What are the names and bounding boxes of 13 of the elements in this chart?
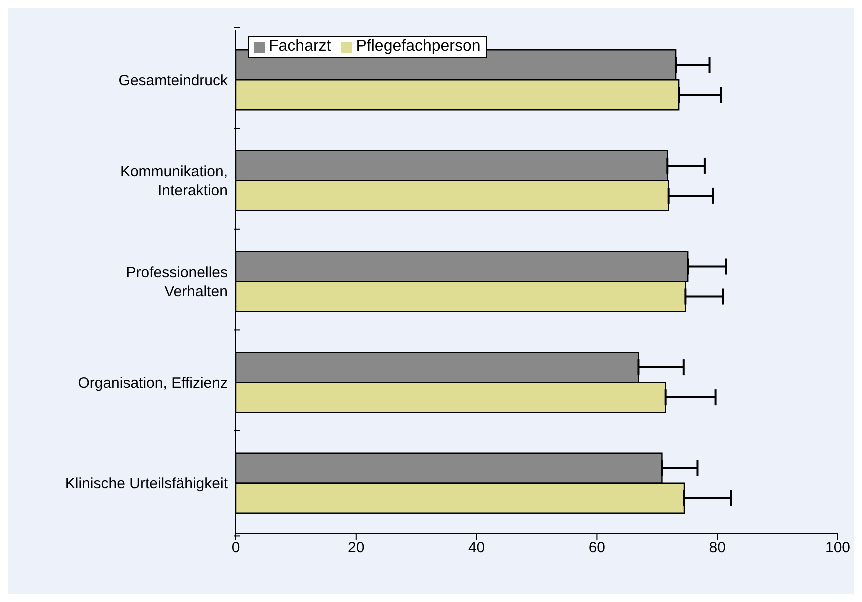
x-tick-label: 80 <box>709 540 726 557</box>
x-tick-label: 40 <box>468 540 486 557</box>
y-tick-label: Kommunikation, Interaktion <box>120 163 228 200</box>
y-tick-label: Organisation, Effizienz <box>78 374 228 392</box>
x-tick-label: 20 <box>348 540 365 557</box>
x-tick-label: 0 <box>232 540 240 557</box>
legend-label: Pflegefachperson <box>355 38 481 56</box>
y-tick-label: Klinische Urteilsfähigkeit <box>65 475 229 492</box>
x-tick-label: 100 <box>825 540 851 557</box>
y-tick-label: Gesamteindruck <box>118 72 228 89</box>
y-tick-label: Professionelles Verhalten <box>126 264 228 300</box>
legend-label: Facharzt <box>268 38 332 56</box>
x-tick-label: 60 <box>588 540 606 557</box>
